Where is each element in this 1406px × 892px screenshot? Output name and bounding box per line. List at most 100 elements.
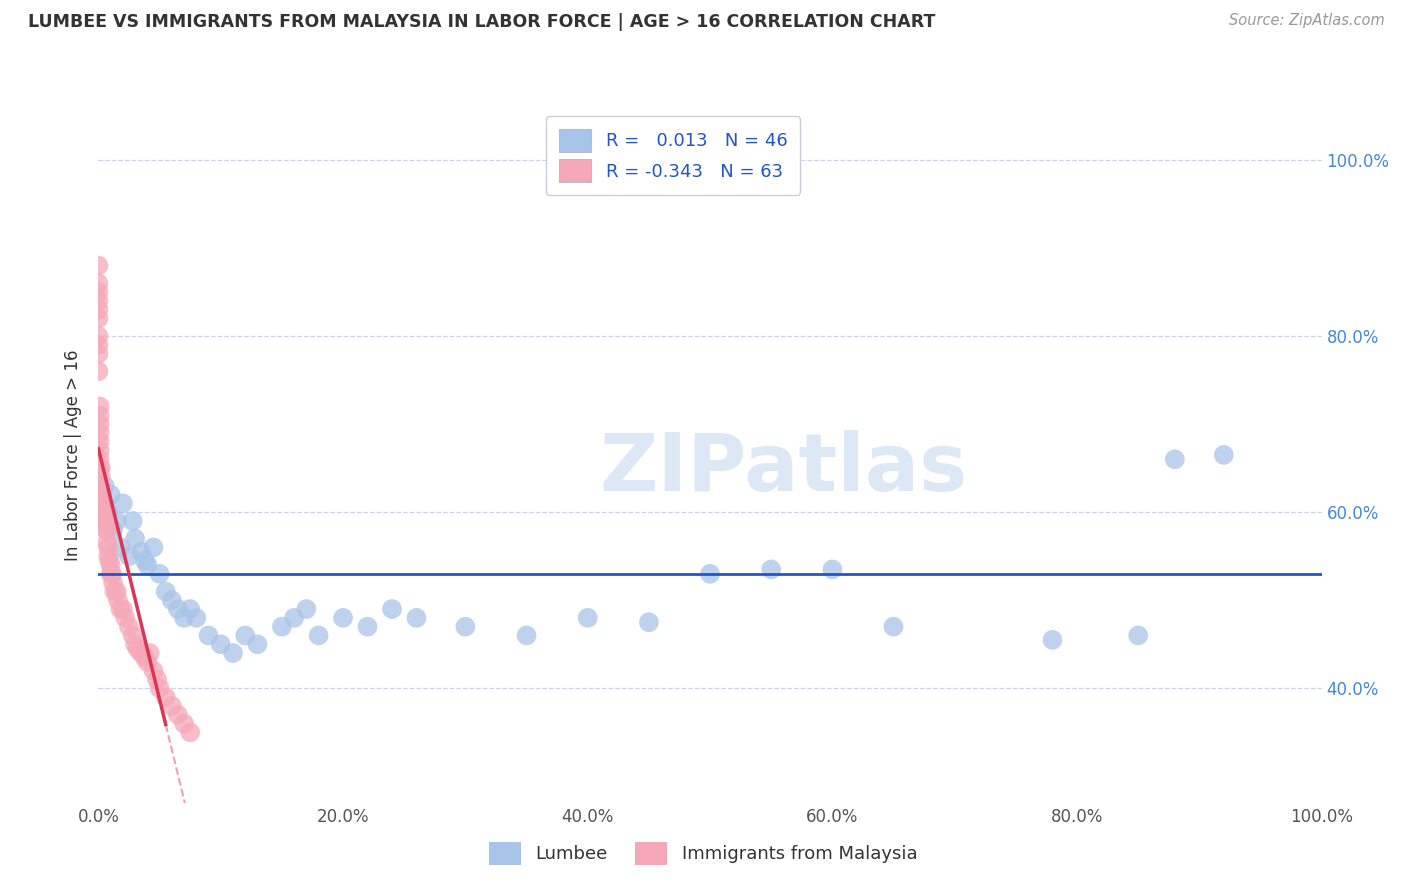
Point	[93, 505, 115, 519]
Point	[222, 646, 245, 660]
Point	[160, 593, 183, 607]
Point	[332, 611, 354, 625]
Point	[105, 514, 128, 528]
Point	[87, 285, 110, 299]
Point	[155, 584, 177, 599]
Point	[100, 558, 122, 572]
Point	[124, 637, 146, 651]
Point	[90, 461, 112, 475]
Point	[405, 611, 427, 625]
Point	[1042, 632, 1064, 647]
Point	[134, 650, 156, 665]
Point	[91, 505, 114, 519]
Point	[295, 602, 318, 616]
Point	[761, 562, 783, 576]
Point	[136, 655, 159, 669]
Point	[89, 434, 111, 449]
Point	[87, 302, 110, 317]
Point	[179, 725, 201, 739]
Point	[381, 602, 404, 616]
Point	[96, 536, 118, 550]
Point	[118, 549, 141, 564]
Point	[107, 593, 129, 607]
Point	[142, 541, 165, 555]
Point	[270, 620, 294, 634]
Point	[121, 514, 143, 528]
Point	[576, 611, 599, 625]
Point	[155, 690, 177, 705]
Legend: R =   0.013   N = 46, R = -0.343   N = 63: R = 0.013 N = 46, R = -0.343 N = 63	[547, 116, 800, 195]
Point	[94, 514, 117, 528]
Point	[91, 514, 114, 528]
Point	[160, 698, 183, 713]
Point	[101, 523, 124, 537]
Point	[100, 487, 122, 501]
Point	[94, 523, 117, 537]
Point	[89, 452, 111, 467]
Point	[90, 487, 112, 501]
Point	[146, 673, 169, 687]
Point	[91, 487, 114, 501]
Point	[111, 602, 134, 616]
Point	[87, 346, 110, 360]
Point	[101, 566, 124, 581]
Point	[129, 646, 152, 660]
Point	[100, 566, 122, 581]
Point	[129, 545, 152, 559]
Point	[105, 584, 128, 599]
Point	[97, 541, 120, 555]
Point	[186, 611, 208, 625]
Point	[110, 602, 132, 616]
Point	[87, 364, 110, 378]
Point	[1212, 448, 1234, 462]
Point	[90, 470, 112, 484]
Point	[87, 276, 110, 290]
Point	[91, 505, 114, 519]
Point	[111, 496, 134, 510]
Point	[167, 602, 190, 616]
Point	[101, 575, 124, 590]
Point	[89, 417, 111, 431]
Point	[103, 584, 125, 599]
Point	[308, 628, 330, 642]
Point	[134, 553, 156, 567]
Point	[89, 409, 111, 423]
Point	[87, 329, 110, 343]
Point	[89, 461, 111, 475]
Point	[87, 259, 110, 273]
Point	[699, 566, 721, 581]
Point	[90, 479, 112, 493]
Point	[96, 523, 118, 537]
Text: ZIPatlas: ZIPatlas	[599, 430, 967, 508]
Point	[246, 637, 269, 651]
Point	[87, 311, 110, 326]
Point	[127, 641, 149, 656]
Point	[821, 562, 844, 576]
Point	[91, 514, 114, 528]
Text: Source: ZipAtlas.com: Source: ZipAtlas.com	[1229, 13, 1385, 29]
Point	[114, 611, 136, 625]
Point	[167, 707, 190, 722]
Point	[110, 541, 132, 555]
Point	[233, 628, 256, 642]
Point	[209, 637, 232, 651]
Point	[93, 479, 115, 493]
Point	[454, 620, 477, 634]
Point	[89, 425, 111, 440]
Point	[93, 514, 115, 528]
Point	[121, 628, 143, 642]
Point	[87, 293, 110, 308]
Point	[118, 620, 141, 634]
Point	[173, 611, 195, 625]
Y-axis label: In Labor Force | Age > 16: In Labor Force | Age > 16	[65, 349, 83, 561]
Point	[87, 338, 110, 352]
Point	[356, 620, 378, 634]
Point	[97, 549, 120, 564]
Point	[89, 443, 111, 458]
Point	[89, 400, 111, 414]
Point	[283, 611, 305, 625]
Legend: Lumbee, Immigrants from Malaysia: Lumbee, Immigrants from Malaysia	[479, 833, 927, 874]
Point	[1128, 628, 1150, 642]
Text: LUMBEE VS IMMIGRANTS FROM MALAYSIA IN LABOR FORCE | AGE > 16 CORRELATION CHART: LUMBEE VS IMMIGRANTS FROM MALAYSIA IN LA…	[28, 13, 935, 31]
Point	[638, 615, 661, 630]
